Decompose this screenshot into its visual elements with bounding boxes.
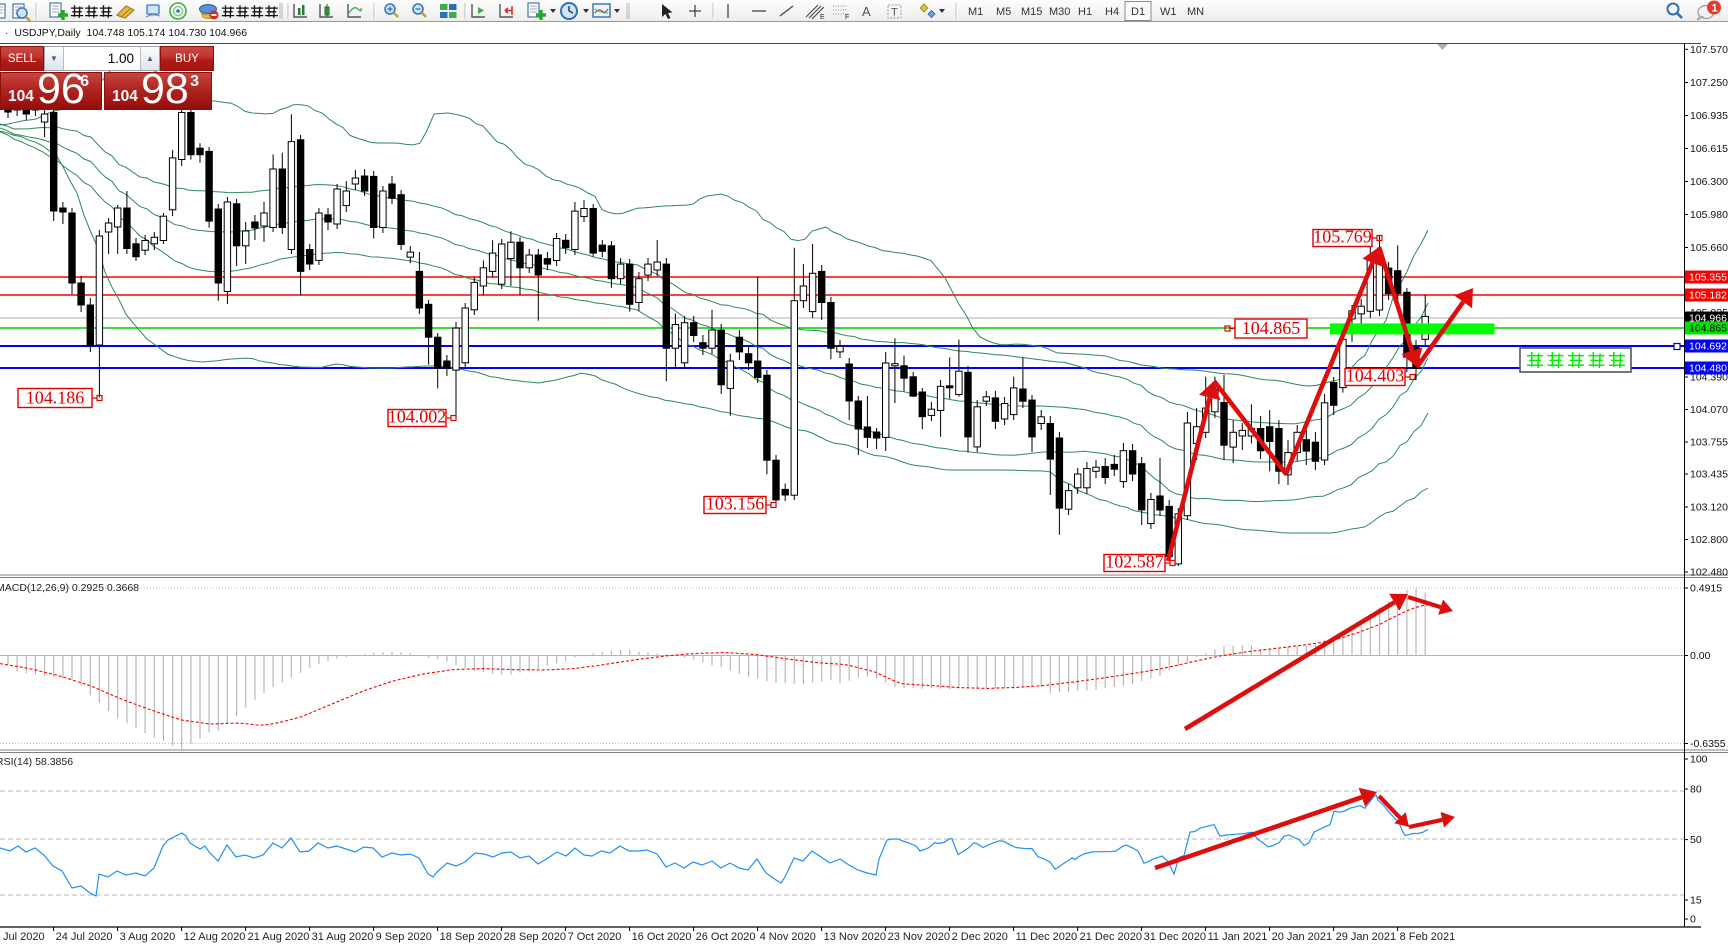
svg-text:24 Jul 2020: 24 Jul 2020	[56, 931, 113, 943]
svg-text:0.4915: 0.4915	[1690, 583, 1722, 595]
svg-text:W1: W1	[1160, 6, 1177, 18]
svg-text:D1: D1	[1131, 6, 1145, 18]
svg-text:T: T	[891, 7, 898, 19]
svg-text:0: 0	[1690, 914, 1696, 926]
svg-text:M1: M1	[968, 6, 983, 18]
svg-text:103.156: 103.156	[706, 494, 765, 514]
svg-text:103.120: 103.120	[1690, 502, 1728, 514]
svg-text:21 Dec 2020: 21 Dec 2020	[1080, 931, 1142, 943]
svg-text:11 Jan 2021: 11 Jan 2021	[1208, 931, 1268, 943]
svg-text:31 Dec 2020: 31 Dec 2020	[1144, 931, 1206, 943]
svg-text:3 Aug 2020: 3 Aug 2020	[120, 931, 176, 943]
svg-text:106.615: 106.615	[1690, 143, 1728, 155]
svg-text:29 Jan 2021: 29 Jan 2021	[1336, 931, 1397, 943]
svg-text:F: F	[845, 14, 849, 21]
svg-text:102.587: 102.587	[1105, 552, 1164, 572]
svg-text:23 Nov 2020: 23 Nov 2020	[888, 931, 950, 943]
svg-text:-0.6355: -0.6355	[1690, 738, 1726, 750]
svg-text:0.00: 0.00	[1690, 650, 1711, 662]
svg-text:MACD(12,26,9) 0.2925 0.3668: MACD(12,26,9) 0.2925 0.3668	[0, 582, 139, 594]
svg-text:107.570: 107.570	[1690, 44, 1728, 56]
svg-text:MN: MN	[1187, 6, 1204, 18]
svg-text:26 Oct 2020: 26 Oct 2020	[696, 931, 756, 943]
svg-text:M15: M15	[1021, 6, 1042, 18]
svg-text:9 Sep 2020: 9 Sep 2020	[376, 931, 432, 943]
svg-text:104.403: 104.403	[1346, 366, 1405, 386]
svg-text:104.070: 104.070	[1690, 404, 1728, 416]
svg-text:12 Aug 2020: 12 Aug 2020	[184, 931, 246, 943]
svg-text:104.865: 104.865	[1242, 318, 1301, 338]
svg-text:100: 100	[1690, 754, 1708, 766]
svg-text:13 Nov 2020: 13 Nov 2020	[824, 931, 886, 943]
svg-text:105.355: 105.355	[1689, 272, 1727, 284]
svg-text:20 Jan 2021: 20 Jan 2021	[1272, 931, 1333, 943]
svg-text:104.865: 104.865	[1689, 323, 1727, 335]
svg-text:102.800: 102.800	[1690, 534, 1728, 546]
svg-text:80: 80	[1690, 784, 1702, 796]
svg-text:50: 50	[1690, 834, 1702, 846]
svg-text:M5: M5	[996, 6, 1011, 18]
svg-text:E: E	[820, 14, 825, 21]
svg-text:1: 1	[1712, 3, 1718, 15]
svg-text:H1: H1	[1078, 6, 1092, 18]
svg-text:A: A	[862, 4, 871, 19]
svg-text:105.769: 105.769	[1313, 227, 1372, 247]
svg-text:104.480: 104.480	[1689, 363, 1727, 375]
svg-text:105.182: 105.182	[1689, 290, 1727, 302]
svg-text:4 Nov 2020: 4 Nov 2020	[760, 931, 816, 943]
svg-text:104.692: 104.692	[1689, 341, 1727, 353]
svg-text:31 Aug 2020: 31 Aug 2020	[312, 931, 374, 943]
svg-text:106.300: 106.300	[1690, 176, 1728, 188]
svg-text:21 Aug 2020: 21 Aug 2020	[248, 931, 310, 943]
svg-text:105.980: 105.980	[1690, 209, 1728, 221]
svg-text:2 Dec 2020: 2 Dec 2020	[952, 931, 1008, 943]
svg-text:H4: H4	[1105, 6, 1119, 18]
svg-text:18 Sep 2020: 18 Sep 2020	[440, 931, 502, 943]
svg-text:106.935: 106.935	[1690, 110, 1728, 122]
svg-text:104.186: 104.186	[26, 388, 85, 408]
svg-text:RSI(14) 58.3856: RSI(14) 58.3856	[0, 756, 73, 768]
svg-text:104.002: 104.002	[388, 407, 447, 427]
svg-text:7 Oct 2020: 7 Oct 2020	[568, 931, 622, 943]
svg-text:Jul 2020: Jul 2020	[3, 931, 45, 943]
svg-text:15: 15	[1690, 895, 1702, 907]
svg-text:102.480: 102.480	[1690, 567, 1728, 579]
svg-text:16 Oct 2020: 16 Oct 2020	[632, 931, 692, 943]
svg-text:11 Dec 2020: 11 Dec 2020	[1016, 931, 1078, 943]
svg-text:103.435: 103.435	[1690, 469, 1728, 481]
svg-text:105.660: 105.660	[1690, 242, 1728, 254]
svg-text:28 Sep 2020: 28 Sep 2020	[504, 931, 566, 943]
svg-text:107.250: 107.250	[1690, 77, 1728, 89]
svg-text:8 Feb 2021: 8 Feb 2021	[1400, 931, 1456, 943]
svg-text:M30: M30	[1049, 6, 1070, 18]
svg-text:103.755: 103.755	[1690, 437, 1728, 449]
